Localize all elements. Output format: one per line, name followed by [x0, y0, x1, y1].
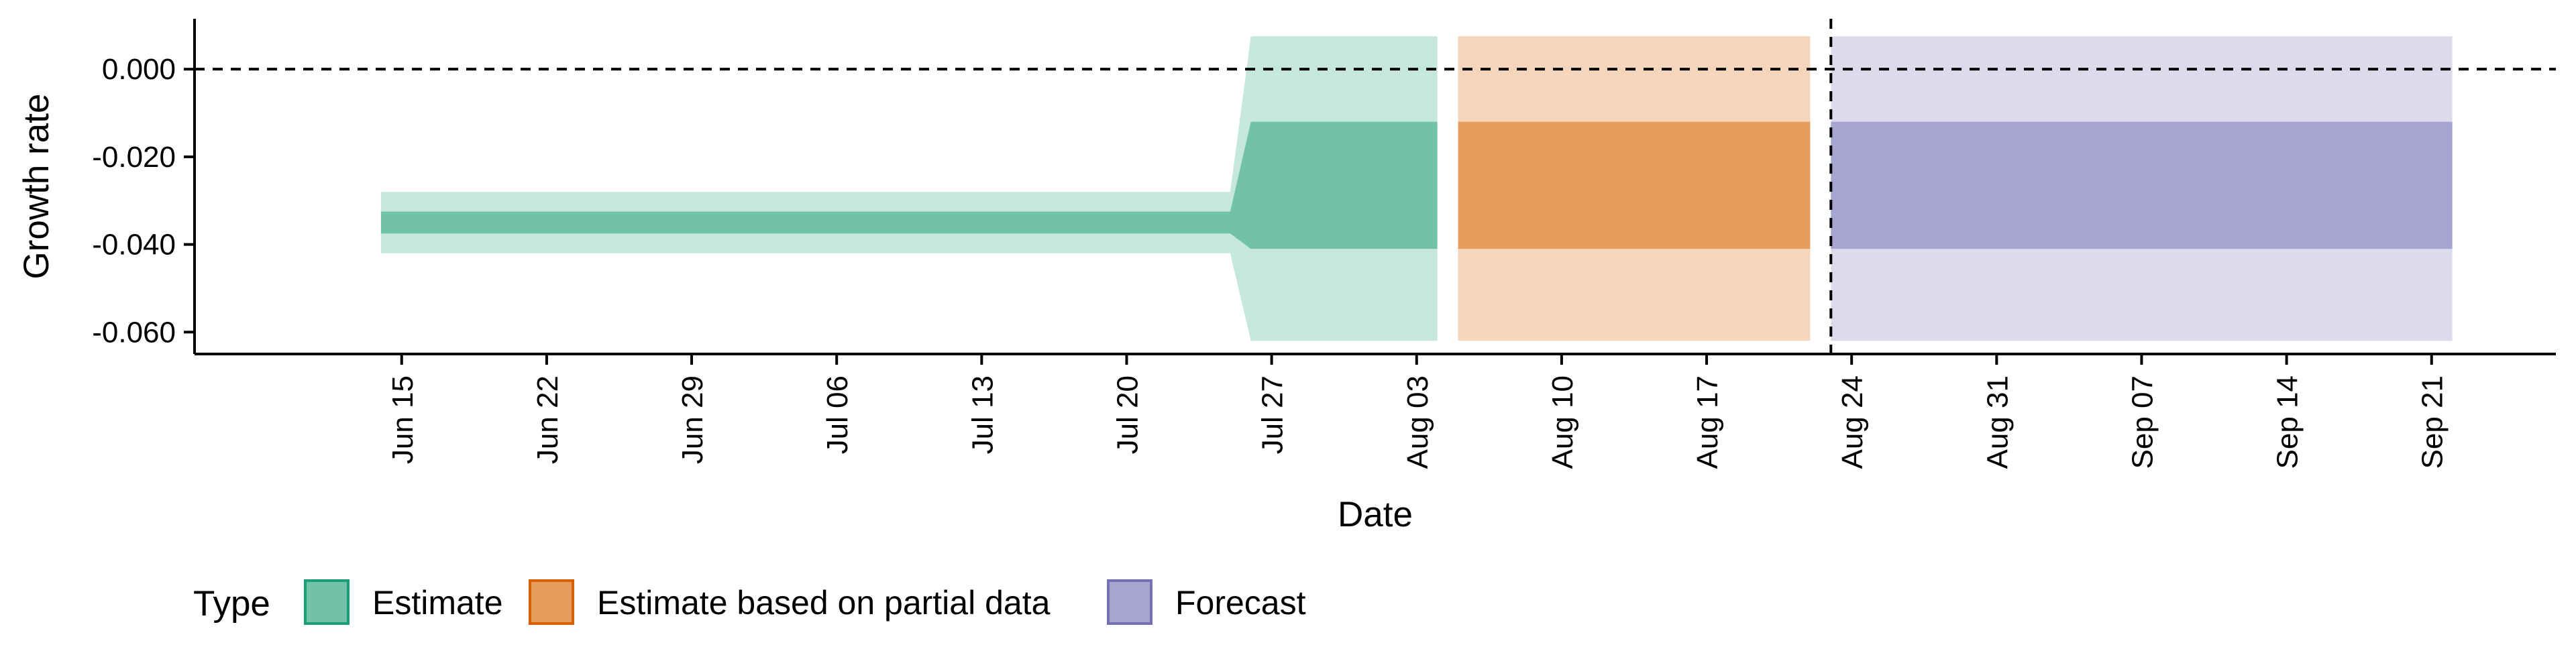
x-tick-label: Aug 03 [1401, 375, 1434, 469]
series-estimate-based-on-partial-data [1458, 36, 1811, 341]
x-tick-label: Jul 06 [821, 375, 854, 454]
x-tick-label: Aug 31 [1981, 375, 2014, 469]
x-tick-label: Jun 22 [531, 375, 564, 464]
reference-lines-layer [195, 19, 2556, 354]
band-inner-estimate [380, 121, 1438, 249]
bands-layer [380, 36, 2453, 341]
x-tick-label: Aug 24 [1836, 375, 1869, 469]
x-tick-label: Sep 14 [2271, 375, 2304, 469]
x-tick-label: Sep 07 [2126, 375, 2159, 469]
legend-title: Type [193, 584, 270, 624]
y-tick-label: 0.000 [102, 53, 176, 86]
y-tick-label: -0.060 [92, 316, 176, 349]
legend-label: Estimate [372, 584, 503, 622]
x-tick-label: Jun 15 [386, 375, 419, 464]
y-axis-title: Growth rate [17, 94, 56, 280]
x-tick-label: Sep 21 [2416, 375, 2449, 469]
band-inner-forecast [1831, 121, 2453, 249]
x-ticks-layer: Jun 15 Jun 22 Jun 29 Jul 06 Jul 13 Jul 20 Jul … [386, 354, 2449, 469]
series-estimate [380, 36, 1438, 341]
series-forecast [1831, 36, 2453, 341]
legend-entry-estimate-based-on-partial-data: Estimate based on partial data [529, 579, 1051, 625]
axes-layer [193, 19, 2556, 355]
legend-entry-estimate: Estimate [304, 579, 503, 625]
y-tick-label: -0.040 [92, 229, 176, 261]
legend-entry-forecast: Forecast [1107, 579, 1306, 625]
legend-swatch [1107, 579, 1152, 625]
y-tick-label: -0.020 [92, 141, 176, 174]
band-inner-estimate-based-on-partial-data [1458, 121, 1811, 249]
legend-swatch [529, 579, 574, 625]
x-tick-label: Aug 17 [1691, 375, 1724, 469]
legend-label: Forecast [1175, 584, 1306, 622]
y-ticks-layer: 0.000 -0.020 -0.040 -0.060 [92, 53, 195, 349]
x-tick-label: Aug 10 [1546, 375, 1579, 469]
x-tick-label: Jun 29 [676, 375, 709, 464]
legend-swatch [304, 579, 350, 625]
x-tick-label: Jul 27 [1256, 375, 1289, 454]
legend-label: Estimate based on partial data [597, 584, 1051, 622]
x-tick-label: Jul 13 [966, 375, 999, 454]
x-tick-label: Jul 20 [1111, 375, 1144, 454]
legend: Type Estimate Estimate based on partial d… [193, 579, 1306, 625]
x-axis-title: Date [1338, 495, 1413, 534]
band-outer-estimate [380, 36, 1438, 341]
